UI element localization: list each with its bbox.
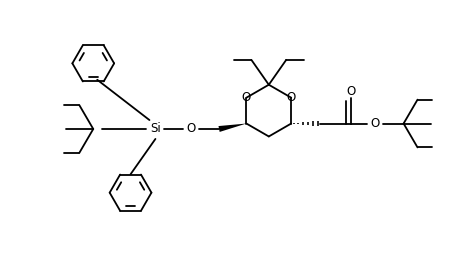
Text: O: O <box>370 117 379 130</box>
Text: O: O <box>287 91 296 104</box>
Text: O: O <box>346 85 356 98</box>
Polygon shape <box>219 124 247 132</box>
Text: O: O <box>186 123 196 135</box>
Text: Si: Si <box>150 123 161 135</box>
Text: O: O <box>242 91 251 104</box>
